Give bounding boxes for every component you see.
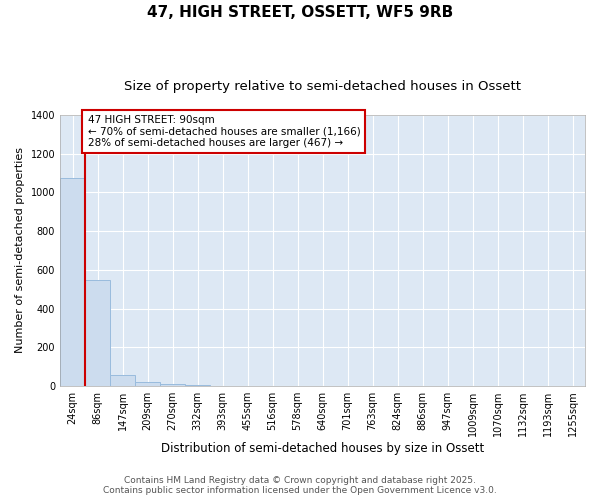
- Text: 47, HIGH STREET, OSSETT, WF5 9RB: 47, HIGH STREET, OSSETT, WF5 9RB: [147, 5, 453, 20]
- Bar: [185, 385, 210, 386]
- Title: Size of property relative to semi-detached houses in Ossett: Size of property relative to semi-detach…: [124, 80, 521, 93]
- Bar: [135, 382, 160, 386]
- Bar: [110, 376, 135, 386]
- X-axis label: Distribution of semi-detached houses by size in Ossett: Distribution of semi-detached houses by …: [161, 442, 484, 455]
- Bar: [160, 384, 185, 386]
- Bar: [60, 178, 85, 386]
- Y-axis label: Number of semi-detached properties: Number of semi-detached properties: [15, 148, 25, 354]
- Bar: [85, 280, 110, 386]
- Text: 47 HIGH STREET: 90sqm
← 70% of semi-detached houses are smaller (1,166)
28% of s: 47 HIGH STREET: 90sqm ← 70% of semi-deta…: [88, 115, 360, 148]
- Text: Contains HM Land Registry data © Crown copyright and database right 2025.
Contai: Contains HM Land Registry data © Crown c…: [103, 476, 497, 495]
